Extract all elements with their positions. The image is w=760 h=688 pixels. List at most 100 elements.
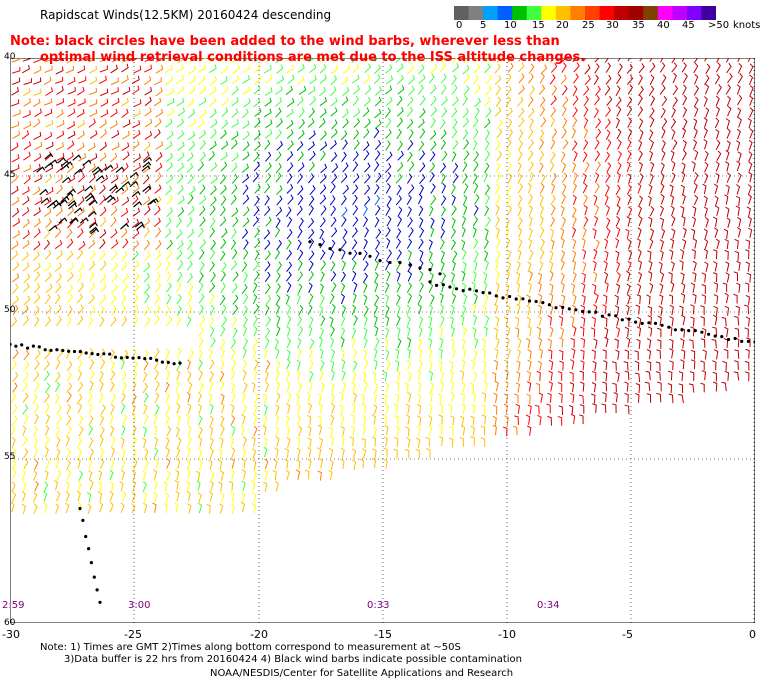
wind-barb [320,205,327,216]
wind-barb [363,74,371,84]
wind-barb [428,73,435,84]
wind-barb [253,206,260,217]
wind-barb [317,424,323,436]
wind-barb [143,64,152,73]
wind-barb [309,150,316,161]
wind-barb [726,62,732,74]
wind-barb [573,150,578,162]
wind-barb [748,151,753,162]
wind-barb [220,184,227,195]
wind-barb [406,326,411,337]
wind-barb [469,382,475,393]
wind-barb [591,283,597,295]
wind-barb [65,348,71,359]
wind-barb [187,228,195,239]
wind-barb [198,97,207,106]
wind-barb [659,239,664,250]
wind-barb [286,282,292,293]
wind-barb [430,95,437,106]
wind-barb [242,173,250,184]
wind-barb [10,99,20,107]
wind-barb [100,404,106,415]
flag-circle [693,329,697,333]
wind-barb [55,66,64,75]
wind-barb [32,163,41,173]
wind-barb [88,294,95,305]
wind-barb [429,151,436,162]
wind-barb [459,437,464,447]
wind-barb [296,459,301,470]
wind-barb [548,381,553,392]
wind-barb [527,128,534,139]
flag-circle [435,283,439,287]
wind-barb [547,392,552,403]
wind-barb [416,403,422,415]
wind-barb [22,218,30,229]
wind-barb [307,458,312,470]
flag-circle [574,308,578,312]
wind-barb [55,426,60,438]
wind-barb [176,414,181,426]
wind-barb [408,75,415,85]
wind-barb [330,173,338,184]
wind-barb [242,120,250,130]
wind-barb [558,405,563,416]
wind-barb [56,414,62,425]
wind-barb [393,448,398,459]
wind-barb [297,271,304,282]
wind-barb [441,182,447,194]
wind-barb [571,206,577,218]
wind-barb [604,151,611,163]
wind-barb [374,108,382,119]
wind-barb [691,249,696,260]
wind-barb [439,119,446,130]
flag-circle [14,344,18,348]
wind-barb [528,270,533,282]
wind-barb [154,118,162,128]
wind-barb [595,118,602,129]
wind-barb [284,458,289,470]
wind-barb [507,173,513,184]
wind-barb [319,108,327,118]
wind-barb [406,437,411,448]
wind-barb [340,337,345,348]
wind-barb [54,262,62,272]
wind-barb [615,85,621,96]
wind-barb [583,106,589,117]
wind-barb [253,63,261,74]
wind-barb [395,173,403,184]
wind-barb [447,403,453,414]
wind-barb [89,250,96,261]
wind-barb [407,391,412,403]
wind-barb [67,218,74,229]
wind-barb [506,138,512,150]
wind-barb [153,447,159,459]
wind-barb [481,348,486,359]
wind-barb [395,393,400,404]
wind-barb [460,381,466,392]
wind-barb [154,205,161,216]
flag-circle [172,362,176,366]
wind-barb [711,339,717,349]
wind-barb [308,381,313,392]
wind-barb [537,414,542,426]
wind-barb [221,107,229,117]
wind-barb [45,218,52,229]
wind-barb [549,74,556,85]
wind-barb [242,316,248,327]
wind-barb [605,74,612,85]
wind-barb [688,339,694,349]
wind-barb [628,249,633,261]
wind-barb [527,359,532,371]
wind-barb [361,425,366,436]
flag-circle [640,321,644,325]
wind-barb [418,238,424,250]
contaminated-barb [57,157,67,164]
wind-barb [417,293,423,305]
wind-barb [494,184,500,195]
wind-barb [606,217,611,229]
wind-barb [615,283,621,294]
wind-barb [461,338,466,350]
wind-barb [460,425,466,436]
wind-barb [77,130,85,140]
